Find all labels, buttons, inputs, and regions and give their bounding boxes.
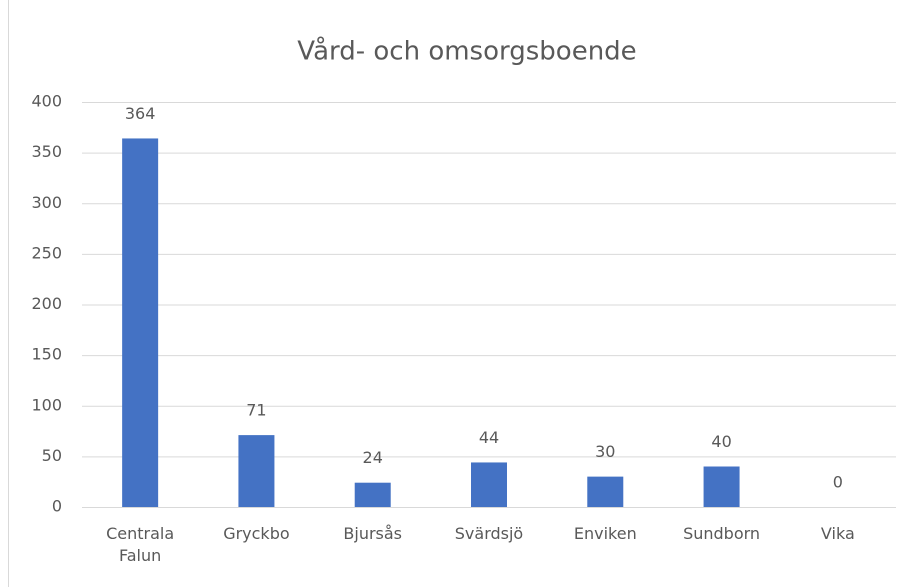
y-tick-label: 300 [31, 193, 62, 212]
x-tick-label-box: Centrala Falun [106, 524, 175, 565]
chart-title: Vård- och omsorgsboende [297, 36, 636, 67]
x-tick-label-box: Vika [820, 524, 855, 543]
y-tick-label: 150 [31, 345, 62, 364]
x-tick-label-box: Gryckbo [223, 524, 290, 543]
x-tick-label: Sundborn [683, 524, 761, 543]
y-tick-label: 100 [31, 395, 62, 414]
data-label: 44 [479, 428, 499, 447]
x-tick-label-box: Bjursås [343, 524, 403, 543]
y-tick-label: 350 [31, 142, 62, 161]
bar [471, 462, 507, 507]
x-tick-label-box: Sundborn [683, 524, 761, 543]
y-tick-label: 250 [31, 243, 62, 262]
data-label: 24 [363, 448, 383, 467]
bar [703, 466, 740, 507]
data-label: 71 [246, 401, 266, 420]
bar [587, 476, 624, 507]
bar [354, 482, 391, 507]
y-tick-label: 200 [31, 294, 62, 313]
bar [238, 435, 275, 507]
x-tick-label: Vika [820, 524, 855, 543]
x-tick-label-box: Enviken [573, 524, 637, 543]
x-tick-label: Enviken [573, 524, 637, 543]
y-tick-label: 400 [31, 92, 62, 111]
x-tick-label: Svärdsjö [454, 524, 524, 543]
x-tick-label: Gryckbo [223, 524, 290, 543]
x-tick-label: Centrala Falun [106, 524, 175, 565]
data-label: 30 [595, 442, 615, 461]
x-tick-label: Bjursås [343, 524, 403, 543]
y-tick-label: 50 [42, 446, 62, 465]
data-label: 0 [833, 473, 843, 492]
y-tick-label: 0 [52, 497, 62, 516]
x-tick-label-box: Svärdsjö [454, 524, 524, 543]
data-label: 364 [125, 104, 156, 123]
bar [122, 138, 159, 507]
data-label: 40 [711, 432, 731, 451]
